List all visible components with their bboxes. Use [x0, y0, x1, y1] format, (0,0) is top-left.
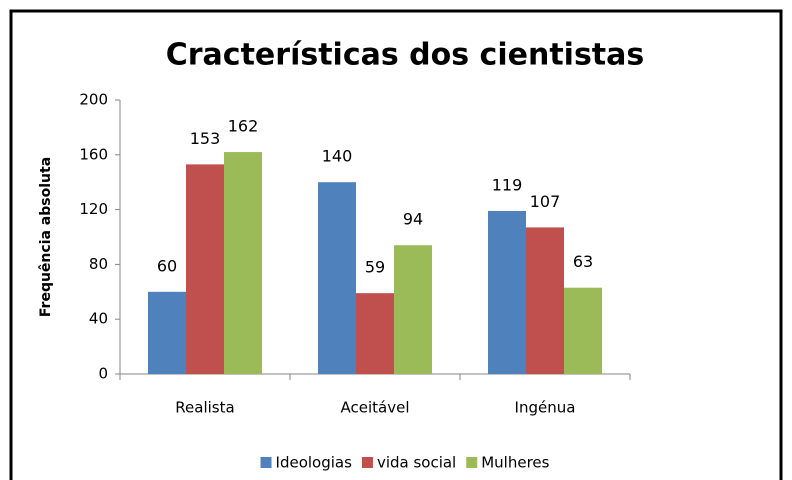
bar — [526, 227, 564, 374]
legend-swatch — [361, 457, 373, 468]
data-label: 60 — [157, 256, 177, 275]
legend-label: Mulheres — [481, 454, 549, 472]
y-tick-label: 160 — [79, 145, 108, 163]
y-tick-label: 200 — [79, 91, 108, 109]
bar — [488, 210, 526, 374]
legend-swatch — [466, 457, 478, 468]
bar — [148, 291, 186, 374]
data-label: 140 — [322, 147, 353, 166]
bar — [224, 152, 262, 374]
x-tick-label: Realista — [175, 399, 234, 417]
data-label: 107 — [530, 192, 561, 211]
bar — [394, 245, 432, 374]
y-tick-label: 40 — [89, 310, 108, 328]
legend-label: Ideologias — [276, 454, 353, 472]
data-label: 119 — [492, 175, 523, 194]
x-tick-label: Aceitável — [341, 399, 410, 417]
x-tick-label: Ingénua — [515, 399, 576, 417]
y-tick-label: 80 — [89, 255, 108, 273]
bar — [564, 287, 602, 374]
data-label: 63 — [573, 252, 593, 271]
legend-swatch — [260, 457, 272, 468]
legend-label: vida social — [377, 454, 456, 472]
chart-title: Cracterísticas dos cientistas — [166, 38, 645, 73]
data-label: 94 — [403, 210, 423, 229]
bar — [356, 293, 394, 374]
y-tick-label: 0 — [98, 365, 108, 383]
y-axis-label: Frequência absoluta — [38, 157, 54, 317]
bar — [318, 182, 356, 374]
y-tick-label: 120 — [79, 200, 108, 218]
data-label: 153 — [190, 129, 221, 148]
bar — [186, 164, 224, 374]
data-label: 162 — [228, 117, 259, 136]
data-label: 59 — [365, 258, 385, 277]
